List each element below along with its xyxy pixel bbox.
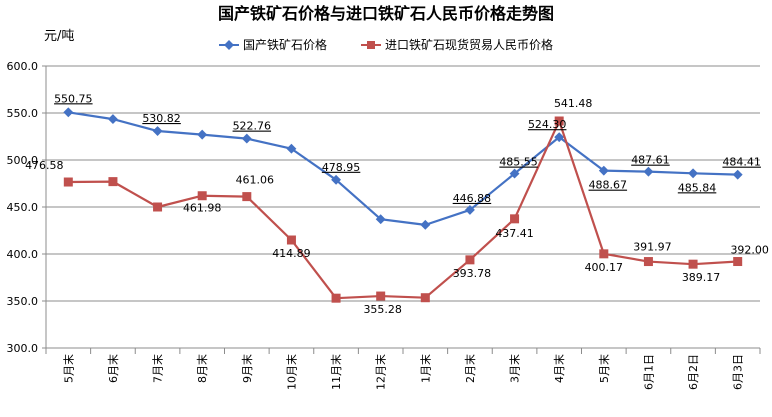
data-point-import	[599, 249, 609, 259]
data-point-import	[197, 191, 207, 201]
data-label: 414.89	[272, 247, 311, 260]
data-label: 530.82	[142, 112, 181, 125]
data-labels: 550.75 530.82 522.76 478.95 446.88 485.55 524.…	[25, 92, 769, 316]
x-tick-label: 6月2日	[687, 354, 700, 390]
y-tick-label: 400.0	[7, 248, 39, 261]
data-point-domestic	[107, 114, 118, 125]
data-point-domestic	[554, 132, 565, 143]
data-point-import	[643, 257, 653, 267]
legend-label-domestic: 国产铁矿石价格	[243, 37, 327, 52]
data-label: 461.98	[183, 202, 222, 215]
data-label: 400.17	[585, 261, 624, 274]
data-point-import	[331, 293, 341, 303]
y-tick-label: 300.0	[7, 342, 39, 355]
data-point-import	[420, 293, 430, 303]
x-ticks: 5月末 6月末 7月末 8月末 9月末 10月末 11月末 12月末 1月末 2月末 3月末 4月末 5…	[61, 354, 744, 390]
x-tick-label: 8月末	[195, 354, 209, 383]
data-label: 461.06	[236, 174, 275, 187]
y-tick-label: 600.0	[7, 60, 39, 73]
y-tick-label: 350.0	[7, 295, 39, 308]
x-tick-label: 3月末	[508, 354, 522, 383]
legend-label-import: 进口铁矿石现货贸易人民币价格	[385, 37, 553, 52]
data-point-domestic	[420, 219, 431, 230]
data-label: 355.28	[363, 303, 402, 316]
data-label: 522.76	[233, 120, 272, 133]
data-point-domestic	[63, 107, 74, 118]
y-ticks: 300.0 350.0 400.0 450.0 500.0 550.0 600.0	[7, 60, 39, 355]
data-label: 476.58	[25, 159, 64, 172]
y-tick-label: 450.0	[7, 201, 39, 214]
data-point-domestic	[241, 133, 252, 144]
data-point-domestic	[286, 143, 297, 154]
data-point-import	[688, 259, 698, 269]
data-label: 446.88	[453, 192, 492, 205]
x-tick-label: 10月末	[284, 354, 298, 390]
data-point-domestic	[331, 174, 342, 185]
data-label: 437.41	[495, 227, 534, 240]
data-point-domestic	[598, 165, 609, 176]
data-point-import	[554, 116, 564, 126]
data-point-import	[510, 214, 520, 224]
data-label: 393.78	[453, 267, 492, 280]
x-tick-label: 5月末	[61, 354, 75, 383]
data-label: 392.00	[730, 244, 769, 257]
x-tick-label: 12月末	[374, 354, 388, 390]
data-label: 487.61	[631, 154, 670, 167]
data-label: 524.30	[528, 118, 567, 131]
data-point-import	[153, 202, 163, 212]
data-label: 550.75	[54, 92, 93, 105]
data-label: 485.55	[499, 156, 538, 169]
x-tick-label: 9月末	[240, 354, 254, 383]
data-point-domestic	[464, 204, 475, 215]
data-point-domestic	[688, 168, 699, 179]
data-point-import	[286, 235, 296, 245]
data-point-import	[108, 177, 118, 187]
legend-marker-domestic	[224, 40, 234, 50]
series	[63, 107, 743, 303]
legend: 国产铁矿石价格 进口铁矿石现货贸易人民币价格	[219, 37, 553, 52]
x-tick-label: 7月末	[151, 354, 165, 383]
x-tick-label: 6月末	[106, 354, 120, 383]
data-point-import	[376, 291, 386, 301]
x-tick-label: 6月1日	[642, 354, 655, 390]
data-label: 488.67	[589, 179, 628, 192]
data-point-domestic	[375, 214, 386, 225]
chart-title: 国产铁矿石价格与进口铁矿石人民币价格走势图	[218, 4, 554, 23]
data-label: 478.95	[322, 161, 361, 174]
x-tick-label: 4月末	[552, 354, 566, 383]
axes	[42, 65, 761, 354]
data-label: 389.17	[682, 271, 721, 284]
data-label: 484.41	[722, 156, 761, 169]
series-line-0	[68, 111, 738, 226]
x-tick-label: 11月末	[329, 354, 343, 390]
data-point-domestic	[152, 126, 163, 136]
x-tick-label: 5月末	[597, 354, 611, 383]
x-tick-label: 6月3日	[732, 354, 745, 390]
data-point-domestic	[643, 166, 654, 177]
data-label: 541.48	[554, 97, 593, 110]
data-point-import	[242, 192, 252, 202]
data-point-domestic	[732, 169, 743, 180]
y-tick-label: 500.0	[7, 154, 39, 167]
data-point-import	[63, 177, 73, 187]
series-line-1	[68, 119, 738, 300]
data-point-domestic	[197, 129, 208, 140]
y-axis-unit: 元/吨	[44, 29, 74, 44]
data-point-import	[465, 255, 475, 265]
x-tick-label: 2月末	[463, 354, 477, 383]
data-label: 391.97	[633, 241, 672, 254]
y-tick-label: 550.0	[7, 107, 39, 120]
legend-marker-import	[367, 41, 375, 49]
data-label: 485.84	[678, 181, 717, 194]
data-point-import	[733, 257, 743, 267]
data-point-domestic	[509, 168, 520, 179]
x-tick-label: 1月末	[418, 354, 432, 383]
